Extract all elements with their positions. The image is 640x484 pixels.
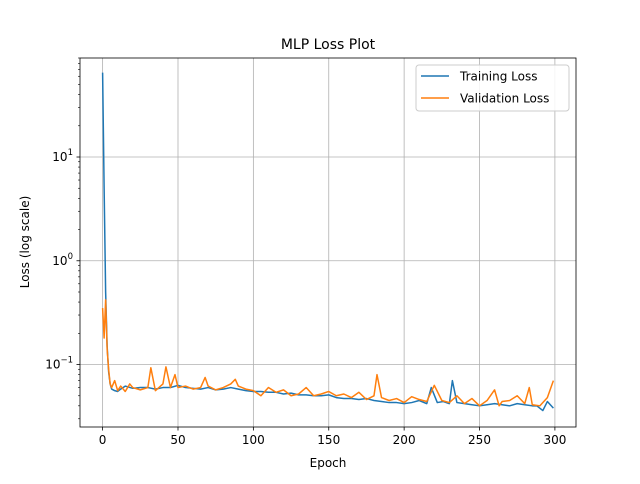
x-tick-label: 50	[170, 433, 185, 447]
x-tick-label: 150	[317, 433, 340, 447]
y-axis-ticks: 101 100 10−1	[45, 57, 80, 420]
x-tick-label: 300	[543, 433, 566, 447]
axes-frame	[79, 57, 577, 428]
y-tick-label: 10−1	[45, 356, 73, 372]
x-axis-label: Epoch	[310, 456, 347, 470]
x-tick-label: 200	[393, 433, 416, 447]
x-axis-ticks: 0 50 100 150 200 250 300	[99, 427, 566, 447]
legend: Training Loss Validation Loss	[415, 64, 570, 112]
y-axis-label: Loss (log scale)	[18, 196, 32, 289]
x-tick-label: 250	[468, 433, 491, 447]
legend-label-validation-loss: Validation Loss	[460, 92, 549, 106]
grid-lines	[80, 58, 576, 427]
series-line-validation-loss	[101, 299, 555, 407]
legend-label-training-loss: Training Loss	[459, 70, 537, 84]
x-tick-label: 0	[99, 433, 107, 447]
series-lines	[101, 72, 555, 412]
legend-box	[415, 64, 570, 112]
y-tick-label: 101	[52, 148, 73, 164]
y-tick-label: 100	[52, 252, 73, 268]
chart-title: MLP Loss Plot	[281, 37, 376, 53]
x-tick-label: 100	[242, 433, 265, 447]
